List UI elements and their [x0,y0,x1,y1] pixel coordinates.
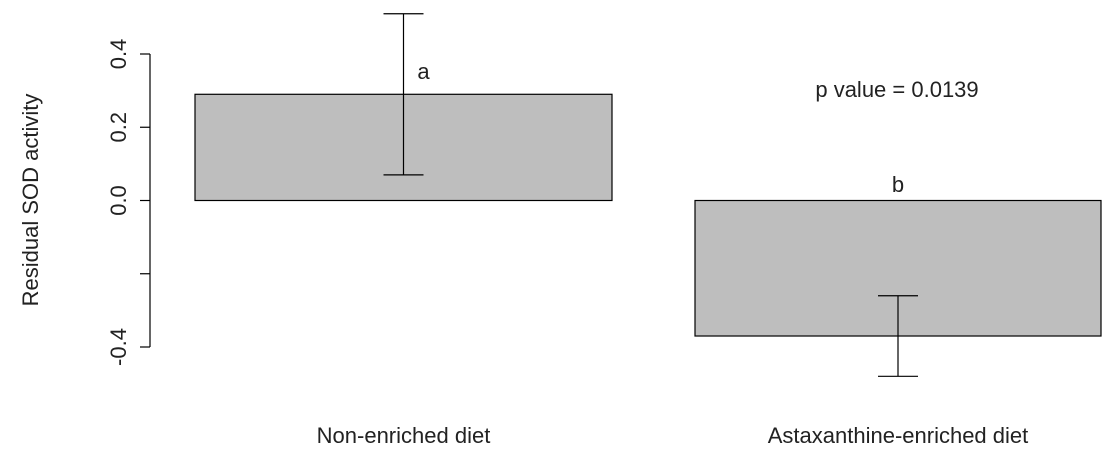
error-bar [878,295,918,377]
y-tick-label: 0.0 [106,185,131,216]
bar-label: a [417,59,430,84]
y-axis-label: Residual SOD activity [18,94,43,307]
error-bar [383,13,424,176]
x-tick-label: Astaxanthine-enriched diet [768,423,1029,448]
y-tick-label: 0.4 [106,39,131,70]
bar-label: b [892,172,904,197]
annotation: p value = 0.0139 [815,77,978,102]
x-tick-label: Non-enriched diet [317,423,491,448]
y-tick-label: 0.2 [106,112,131,143]
y-tick-label: -0.4 [106,328,131,366]
